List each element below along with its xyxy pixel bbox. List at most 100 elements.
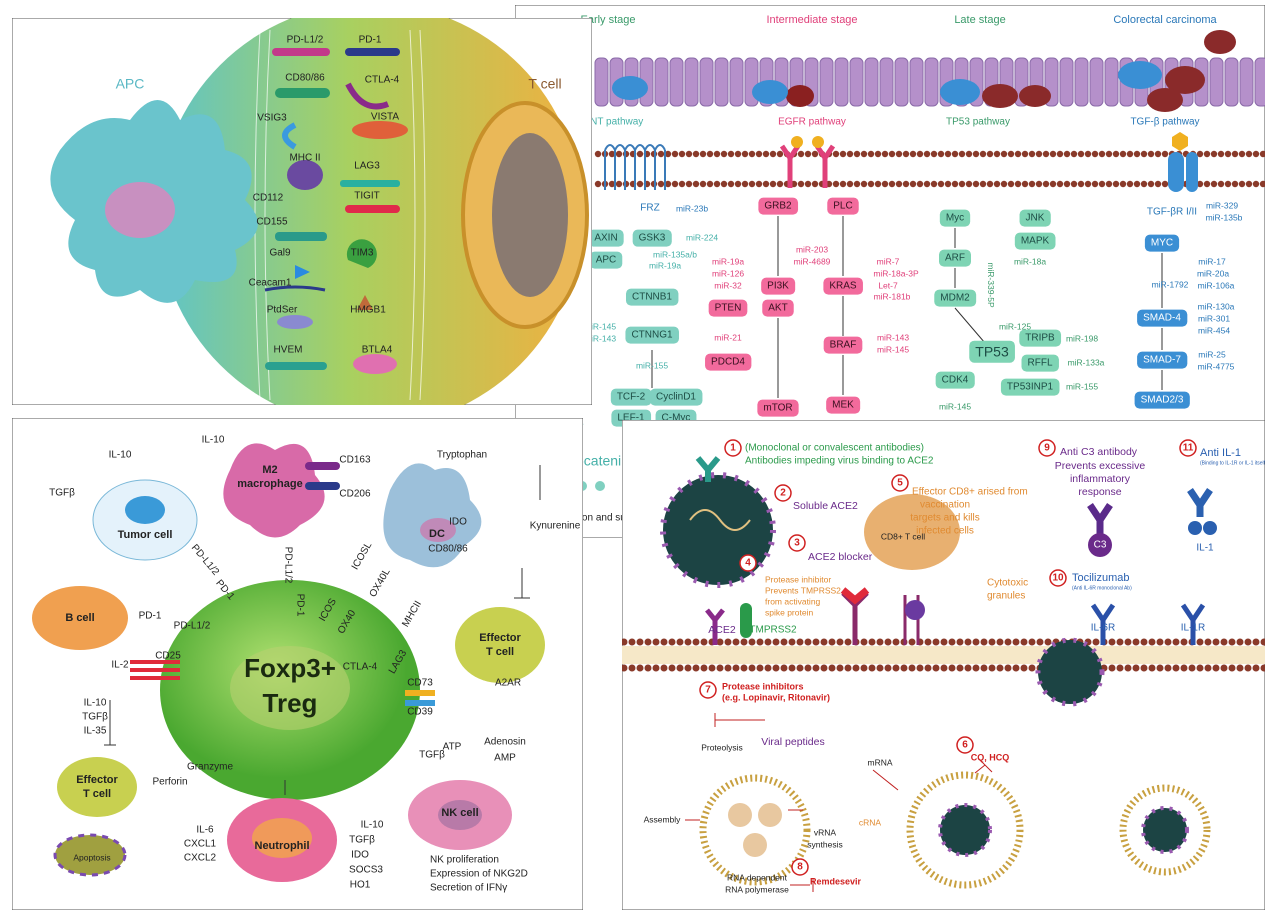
label: miR-25 xyxy=(1198,349,1226,359)
lipid xyxy=(727,180,735,188)
node-box xyxy=(826,396,861,414)
label: TGF-βR I/II xyxy=(1147,207,1197,218)
label: IDO xyxy=(351,850,369,861)
label: Prevents TMPRSS2 xyxy=(765,585,841,595)
lipid xyxy=(1204,664,1212,672)
shape xyxy=(305,482,340,490)
label: TRIPB xyxy=(1025,333,1055,344)
lipid xyxy=(1252,638,1260,646)
lipid xyxy=(748,150,756,158)
label: miR-130a xyxy=(1198,301,1235,311)
lipid xyxy=(1210,180,1218,188)
lipid xyxy=(652,638,660,646)
label: Cell proliferation and survival xyxy=(521,513,649,524)
label: C-Myc xyxy=(662,413,691,424)
shape xyxy=(352,121,408,139)
node-box xyxy=(757,399,799,417)
lipid xyxy=(706,150,714,158)
label: TP53INP1 xyxy=(1007,382,1054,393)
epithelial-cell xyxy=(909,57,924,107)
label: TIGIT xyxy=(354,191,380,202)
epithelial-cell xyxy=(684,57,699,107)
node-box xyxy=(625,288,679,306)
lipid xyxy=(996,664,1004,672)
lipid xyxy=(755,180,763,188)
shape xyxy=(705,608,725,645)
label: PD-L1/2 xyxy=(282,547,293,584)
label: CD25 xyxy=(155,651,181,662)
label: NK cell xyxy=(441,807,478,819)
epithelial-cell xyxy=(879,57,894,107)
lipid xyxy=(748,180,756,188)
shape xyxy=(940,79,980,105)
shape xyxy=(275,232,327,241)
epithelial-cell xyxy=(594,57,609,107)
lipid xyxy=(944,180,952,188)
label: miR-135a/b xyxy=(653,249,697,259)
lipid xyxy=(594,180,602,188)
shape xyxy=(265,362,327,370)
lipid xyxy=(868,664,876,672)
label: CTLA-4 xyxy=(343,662,378,673)
shape xyxy=(1019,85,1051,107)
lipid xyxy=(1180,664,1188,672)
lipid xyxy=(724,664,732,672)
label: 10 xyxy=(1052,573,1064,584)
lipid xyxy=(713,180,721,188)
lipid xyxy=(930,180,938,188)
lipid xyxy=(902,150,910,158)
lipid xyxy=(676,638,684,646)
label: Protease inhibitor xyxy=(765,574,831,584)
label: PD-1 xyxy=(139,611,162,622)
shape xyxy=(905,600,925,620)
label: ARF xyxy=(945,253,965,264)
lipid xyxy=(979,180,987,188)
label: miR-21 xyxy=(714,332,742,342)
lipid xyxy=(684,638,692,646)
lipid xyxy=(788,638,796,646)
lipid xyxy=(986,150,994,158)
label: SMAD-4 xyxy=(1143,313,1181,324)
label: ACE2 blocker xyxy=(808,551,873,563)
lipid xyxy=(895,180,903,188)
lipid xyxy=(1156,638,1164,646)
lipid xyxy=(1004,638,1012,646)
lipid xyxy=(916,150,924,158)
label: CD73 xyxy=(407,678,433,689)
label: miR-203 xyxy=(796,244,828,254)
lipid xyxy=(772,638,780,646)
lipid xyxy=(734,180,742,188)
label: Let-7 xyxy=(878,280,898,290)
node-box xyxy=(823,277,863,295)
label: MYC xyxy=(1151,238,1173,249)
label: CXCL2 xyxy=(184,853,217,864)
lipid xyxy=(881,150,889,158)
lipid xyxy=(1210,150,1218,158)
lipid xyxy=(608,150,616,158)
lipid xyxy=(1020,638,1028,646)
lipid xyxy=(713,150,721,158)
lipid xyxy=(692,180,700,188)
epithelial-cell xyxy=(1224,57,1239,107)
label: PD-1 xyxy=(359,35,382,46)
label: miR-32 xyxy=(714,280,742,290)
lipid xyxy=(1172,664,1180,672)
lipid xyxy=(902,180,910,188)
lipid xyxy=(1228,664,1236,672)
shape xyxy=(1165,66,1205,94)
lipid xyxy=(748,638,756,646)
lipid xyxy=(676,664,684,672)
label: miR-143 xyxy=(877,332,909,342)
shape xyxy=(758,803,782,827)
lipid xyxy=(1119,180,1127,188)
label: KRAS xyxy=(829,281,857,292)
step-badge xyxy=(788,534,806,552)
label: DC xyxy=(429,528,445,540)
lipid xyxy=(1004,664,1012,672)
label: T cell xyxy=(528,76,561,92)
lipid xyxy=(846,150,854,158)
label: CD163 xyxy=(339,455,371,466)
step-badge xyxy=(699,681,717,699)
label: CTLA-4 xyxy=(365,75,400,86)
